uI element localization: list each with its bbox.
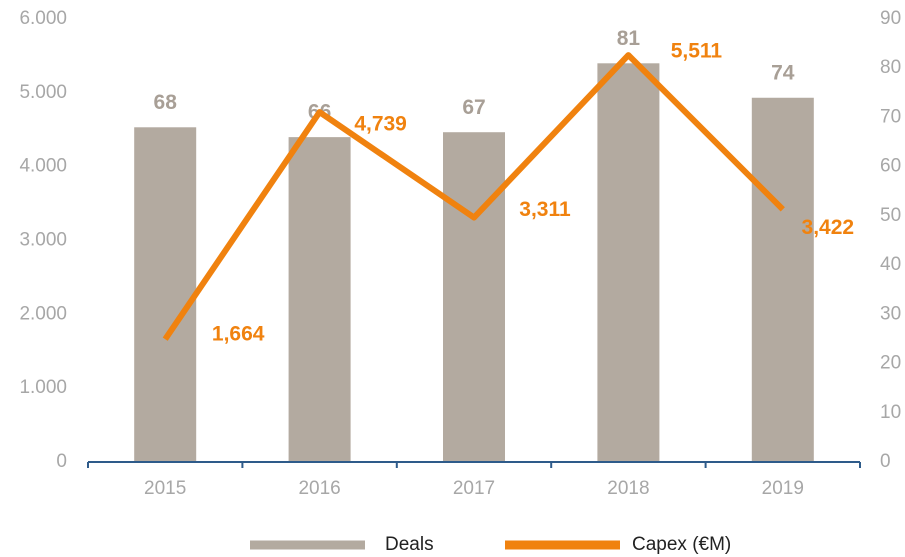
bar-label: 68 [154, 91, 178, 114]
y-tick-label: 6.000 [19, 8, 67, 29]
line [162, 52, 785, 341]
x-tick-label: 2015 [144, 478, 186, 499]
y-tick-label: 0 [56, 451, 67, 472]
y2-tick-label: 0 [880, 451, 891, 472]
y2-tick-label: 20 [880, 353, 901, 374]
bar [751, 97, 814, 462]
legend-label: Deals [385, 534, 434, 555]
y2-tick-label: 10 [880, 402, 901, 423]
y2-tick-label: 40 [880, 254, 901, 275]
y2-tick-label: 80 [880, 57, 901, 78]
y2-tick-label: 30 [880, 303, 901, 324]
y-tick-label: 4.000 [19, 156, 67, 177]
y2-tick-label: 60 [880, 156, 901, 177]
line-label: 3,422 [802, 216, 855, 239]
y-tick-label: 2.000 [19, 303, 67, 324]
x-tick-label: 2017 [453, 478, 495, 499]
line-label: 3,311 [519, 198, 571, 221]
bar-label: 81 [617, 27, 641, 50]
y2-tick-label: 70 [880, 106, 901, 127]
y-tick-label: 3.000 [19, 230, 67, 251]
bar-label: 67 [462, 96, 485, 119]
y2-tick-label: 50 [880, 205, 901, 226]
bar [443, 132, 505, 462]
line-label: 4,739 [354, 113, 407, 136]
line-label: 5,511 [671, 40, 723, 63]
x-tick-label: 2016 [298, 478, 340, 499]
y-tick-label: 5.000 [19, 82, 67, 103]
bar [288, 137, 351, 462]
bar [134, 127, 197, 463]
x-tick-label: 2019 [762, 478, 804, 499]
x-tick-label: 2018 [607, 478, 649, 499]
line-label: 1,664 [212, 323, 265, 346]
bar-label: 74 [771, 61, 795, 84]
y-tick-label: 1.000 [19, 377, 67, 398]
legend-label: Capex (€M) [632, 534, 731, 555]
bar [597, 63, 660, 463]
y2-tick-label: 90 [880, 8, 901, 29]
